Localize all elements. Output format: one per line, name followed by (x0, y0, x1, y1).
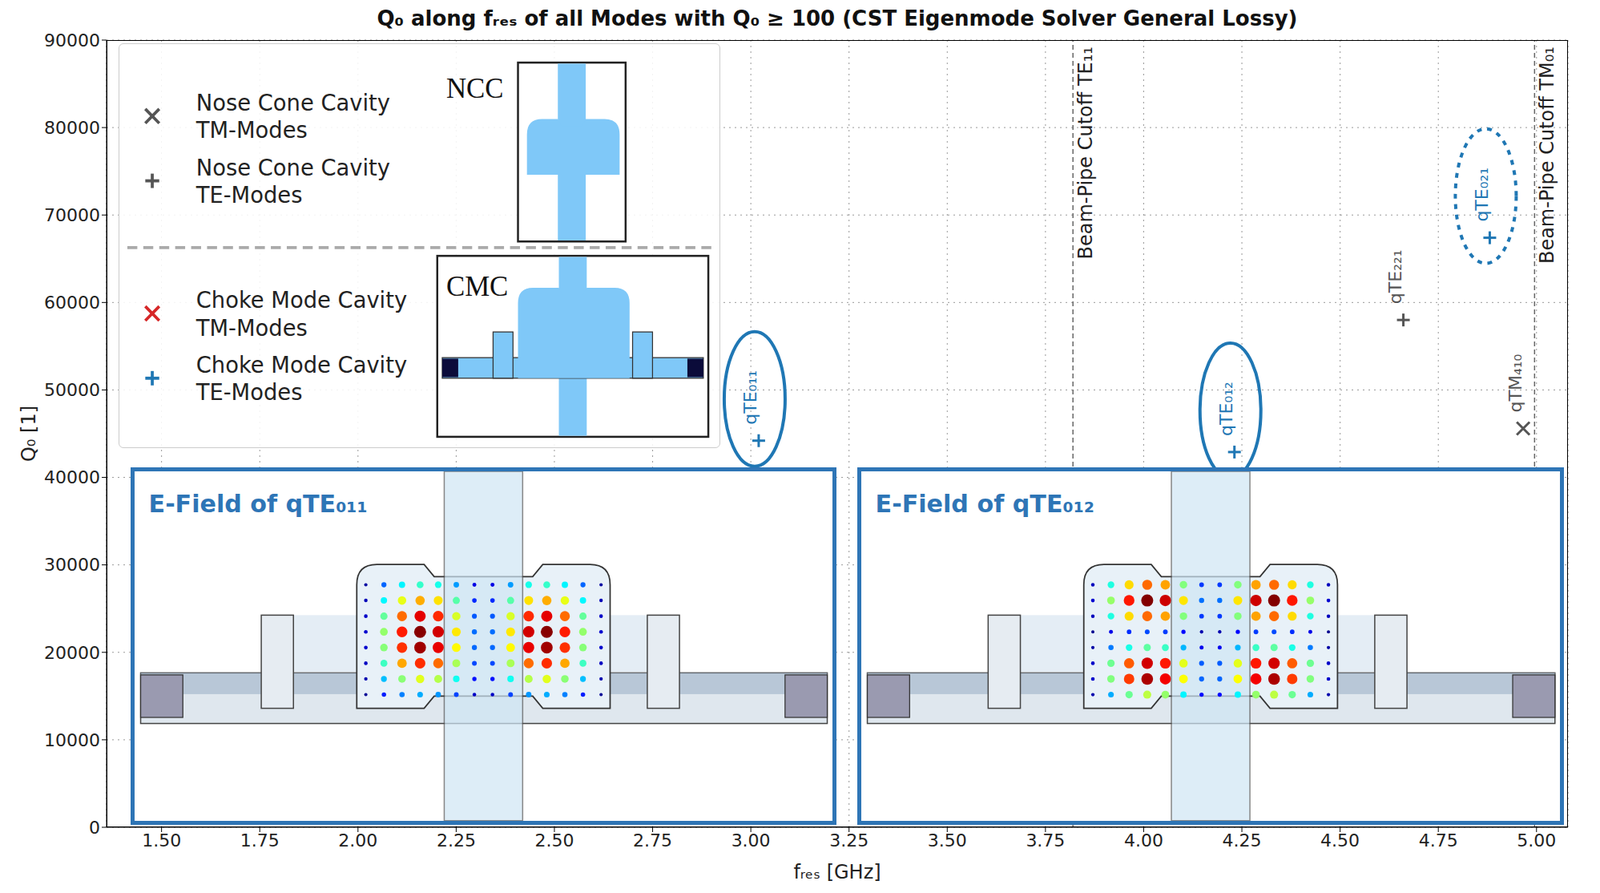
svg-text:Choke Mode Cavity: Choke Mode Cavity (196, 350, 408, 379)
svg-text:TE-Modes: TE-Modes (195, 378, 303, 407)
svg-text:20000: 20000 (44, 642, 101, 663)
svg-text:Beam-Pipe Cutoff TE₁₁: Beam-Pipe Cutoff TE₁₁ (1074, 46, 1097, 260)
svg-text:E-Field of qTE₀₁₂: E-Field of qTE₀₁₂ (874, 489, 1094, 518)
svg-text:Beam-Pipe Cutoff TM₀₁: Beam-Pipe Cutoff TM₀₁ (1535, 46, 1559, 264)
svg-text:qTM₄₁₀: qTM₄₁₀ (1505, 353, 1526, 412)
svg-text:2.00: 2.00 (338, 830, 378, 851)
svg-text:10000: 10000 (44, 729, 101, 750)
svg-text:40000: 40000 (44, 467, 101, 488)
svg-text:TM-Modes: TM-Modes (195, 314, 308, 342)
svg-text:80000: 80000 (44, 117, 101, 138)
svg-text:4.75: 4.75 (1418, 830, 1459, 851)
svg-text:0: 0 (88, 817, 101, 838)
svg-text:TM-Modes: TM-Modes (195, 116, 308, 145)
svg-text:NCC: NCC (446, 71, 504, 105)
svg-text:qTE₀₂₁: qTE₀₂₁ (1471, 167, 1492, 222)
svg-text:4.00: 4.00 (1124, 830, 1164, 851)
svg-text:30000: 30000 (44, 554, 101, 575)
svg-text:2.50: 2.50 (534, 830, 574, 851)
svg-text:qTE₂₂₁: qTE₂₂₁ (1385, 249, 1406, 304)
svg-text:fᵣₑₛ [GHz]: fᵣₑₛ [GHz] (793, 860, 881, 883)
svg-text:2.75: 2.75 (632, 830, 673, 851)
svg-text:TE-Modes: TE-Modes (195, 181, 303, 210)
svg-text:1.75: 1.75 (240, 830, 280, 851)
svg-text:4.50: 4.50 (1320, 830, 1360, 851)
svg-text:CMC: CMC (446, 270, 508, 303)
svg-text:Nose Cone Cavity: Nose Cone Cavity (196, 153, 391, 182)
svg-text:qTE₀₁₂: qTE₀₁₂ (1216, 381, 1237, 436)
svg-text:70000: 70000 (44, 205, 101, 226)
svg-text:Choke Mode Cavity: Choke Mode Cavity (196, 286, 408, 315)
html-text:Q₀ along fᵣₑₛ of all Modes wit: Q₀ along fᵣₑₛ of all Modes with Q₀ ≥ 100… (376, 6, 1298, 31)
svg-text:qTE₀₁₁: qTE₀₁₁ (740, 370, 761, 425)
svg-text:E-Field of qTE₀₁₁: E-Field of qTE₀₁₁ (149, 489, 368, 518)
svg-text:Nose Cone Cavity: Nose Cone Cavity (196, 88, 391, 117)
svg-text:3.25: 3.25 (829, 830, 869, 851)
svg-text:4.25: 4.25 (1222, 830, 1262, 851)
svg-text:3.75: 3.75 (1025, 830, 1065, 851)
svg-text:3.50: 3.50 (927, 830, 968, 851)
svg-text:60000: 60000 (44, 292, 101, 313)
svg-text:90000: 90000 (44, 30, 101, 51)
svg-text:1.50: 1.50 (141, 830, 182, 851)
svg-text:Q₀ [1]: Q₀ [1] (17, 405, 41, 462)
svg-text:2.25: 2.25 (436, 830, 476, 851)
svg-text:50000: 50000 (44, 379, 101, 400)
svg-text:3.00: 3.00 (731, 830, 771, 851)
svg-text:5.00: 5.00 (1516, 830, 1556, 851)
